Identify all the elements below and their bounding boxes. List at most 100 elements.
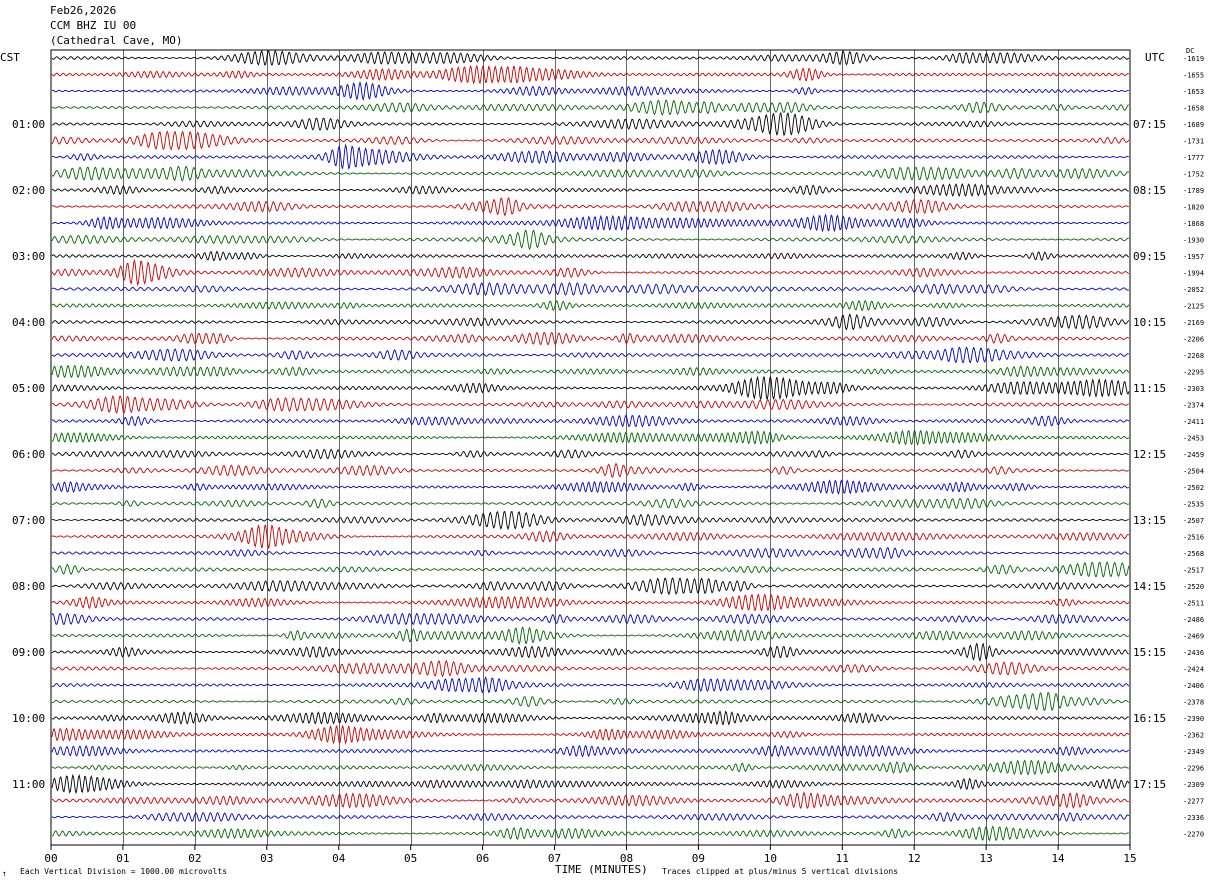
left-hour-label: 10:00 [12,712,45,725]
plot-date: Feb26,2026 [50,4,117,17]
dc-offset-label: -2362 [1183,732,1204,740]
dc-offset-label: -1655 [1183,72,1204,80]
x-tick-label: 03 [260,852,273,865]
seismic-trace [51,258,1129,287]
seismic-trace [51,612,1130,626]
clip-note: Traces clipped at plus/minus 5 vertical … [662,867,899,876]
dc-offset-label: -2517 [1183,567,1204,575]
dc-offset-label: -1689 [1183,121,1204,129]
x-axis-ticks: 00 01 02 03 04 05 06 07 08 09 10 11 12 13 14 15 [44,845,1137,865]
dc-offset-label: -2390 [1183,715,1204,723]
seismic-trace [51,49,1130,67]
right-hour-label: 13:15 [1133,514,1166,527]
dc-offset-label: -1731 [1183,138,1204,146]
left-timezone-label: CST [0,51,20,64]
dc-offset-label: -2374 [1183,402,1204,410]
seismic-trace [51,395,1129,415]
plot-frame [50,49,1131,846]
x-tick-label: 09 [692,852,705,865]
left-hour-label: 06:00 [12,448,45,461]
seismic-trace [51,229,1129,251]
seismic-trace [51,759,1129,776]
dc-offset-label: -1658 [1183,105,1204,113]
x-tick-label: 00 [44,852,57,865]
dc-offset-label: -2411 [1183,418,1204,426]
dc-offset-label: -1994 [1183,270,1204,278]
dc-offset-label: -1653 [1183,88,1204,96]
dc-offset-label: -2436 [1183,649,1204,657]
x-tick-label: 06 [476,852,489,865]
seismic-trace [51,791,1129,810]
dc-offset-label: -2309 [1183,781,1204,789]
dc-offset-label: -1957 [1183,253,1204,261]
x-tick-label: 13 [980,852,993,865]
right-hour-label: 11:15 [1133,382,1166,395]
seismic-trace [51,313,1130,331]
dc-offset-label: -2052 [1183,286,1204,294]
seismic-trace [51,811,1130,822]
dc-offset-label: -1619 [1183,55,1204,63]
seismic-trace [51,710,1130,726]
left-hour-label: 02:00 [12,184,45,197]
dc-offset-label: -2459 [1183,451,1204,459]
dc-offset-label: -1868 [1183,220,1204,228]
seismic-trace [51,547,1129,560]
right-timezone-label: UTC [1145,51,1165,64]
seismic-trace [51,626,1130,645]
seismic-traces [51,49,1130,842]
seismic-trace [51,497,1129,510]
dc-offset-label: -2502 [1183,484,1204,492]
seismic-trace [51,299,1130,312]
x-tick-label: 08 [620,852,633,865]
seismic-trace [51,825,1129,842]
right-hour-label: 09:15 [1133,250,1166,263]
seismic-trace [51,577,1129,596]
dc-offset-label: -2270 [1183,831,1204,839]
dc-offset-label: -2453 [1183,435,1204,443]
seismic-trace [51,99,1129,116]
seismic-trace [51,676,1130,694]
station-location: (Cathedral Cave, MO) [50,34,183,47]
seismic-trace [51,364,1130,379]
left-hour-label: 04:00 [12,316,45,329]
x-tick-label: 05 [404,852,417,865]
hour-labels: 01:00 02:00 03:00 04:00 05:00 06:00 07:00 08:00… [12,118,1166,791]
dc-offset-label: -2125 [1183,303,1204,311]
x-tick-label: 02 [188,852,201,865]
dc-offset-label: -2520 [1183,583,1204,591]
dc-offset-label: -2406 [1183,682,1204,690]
seismic-trace [51,111,1129,137]
x-axis-title: TIME (MINUTES) [555,863,648,876]
dc-offset-label: -2504 [1183,468,1204,476]
seismic-trace [51,744,1130,758]
dc-offset-label: -1820 [1183,204,1204,212]
seismic-trace [51,524,1130,550]
dc-offset-label: -2349 [1183,748,1204,756]
dc-offset-label: -1930 [1183,237,1204,245]
seismic-trace [51,81,1129,101]
left-hour-label: 08:00 [12,580,45,593]
dc-offset-labels: -1619 -1655 -1653 -1658 -1689 -1731 -1777 -1752… [1183,55,1204,839]
seismic-trace [51,448,1129,460]
dc-offset-label: -2511 [1183,600,1204,608]
seismic-trace [51,642,1129,662]
seismic-trace [51,462,1130,478]
seismic-trace [51,165,1130,182]
dc-offset-label: -2568 [1183,550,1204,558]
dc-offset-label: -2277 [1183,798,1204,806]
seismic-trace [51,692,1130,712]
seismic-trace [51,375,1130,401]
seismic-trace [51,429,1130,446]
dc-offset-label: -2296 [1183,765,1204,773]
dc-offset-label: -2295 [1183,369,1204,377]
right-hour-label: 15:15 [1133,646,1166,659]
right-hour-label: 16:15 [1133,712,1166,725]
right-hour-label: 14:15 [1133,580,1166,593]
seismic-trace [51,64,1129,85]
dc-offset-label: -2268 [1183,352,1204,360]
seismic-trace [51,143,1129,170]
dc-offset-label: -2469 [1183,633,1204,641]
corner-arrow-icon: ↑ [2,869,7,878]
right-hour-label: 12:15 [1133,448,1166,461]
